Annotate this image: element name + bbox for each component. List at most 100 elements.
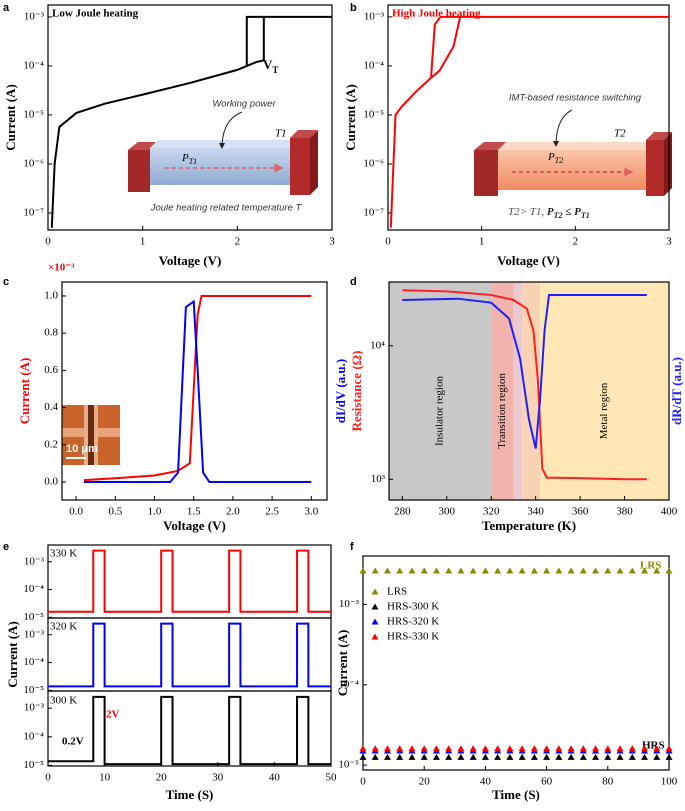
data-point — [506, 745, 514, 752]
data-point — [396, 567, 404, 574]
x-tick-label: 0 — [360, 776, 366, 788]
symbol: P — [574, 206, 581, 218]
data-line — [402, 293, 647, 449]
panel-label: d — [350, 276, 357, 288]
data-point — [604, 745, 612, 752]
data-point — [555, 745, 563, 752]
x-tick-label: 40 — [480, 776, 492, 788]
data-point — [592, 567, 600, 574]
data-point — [445, 567, 453, 574]
data-line — [50, 15, 332, 228]
legend-marker — [371, 618, 379, 625]
y-tick-label: 0.4 — [44, 401, 58, 413]
data-point — [481, 753, 489, 760]
data-line — [245, 15, 264, 65]
y-tick-label: 0.8 — [44, 327, 58, 339]
y-tick-label: 1.0 — [44, 289, 58, 301]
x-tick-label: 0.0 — [69, 506, 83, 518]
x-tick-label: 1 — [140, 236, 146, 248]
data-point — [494, 567, 502, 574]
plot-frame — [47, 617, 332, 692]
panel-label: e — [3, 541, 9, 553]
y2-axis-label: dI/dV (a.u.) — [333, 359, 348, 423]
x-tick-label: 380 — [616, 506, 633, 518]
y-tick-label: 10⁻³ — [24, 702, 45, 714]
data-point — [383, 567, 391, 574]
x-axis-label: Voltage (V) — [497, 253, 560, 268]
legend-label: HRS-330 K — [387, 631, 439, 643]
data-point — [396, 745, 404, 752]
region — [491, 282, 514, 500]
x-axis-label: Voltage (V) — [163, 518, 226, 533]
data-point — [665, 745, 673, 752]
inset-footer: Joule heating related temperature T — [150, 203, 303, 214]
data-point — [383, 745, 391, 752]
data-point — [543, 567, 551, 574]
data-point — [506, 753, 514, 760]
y-tick-label: 10⁻⁵ — [23, 684, 44, 696]
region-label: Insulator region — [434, 376, 446, 446]
y-tick-label: 10⁻⁵ — [338, 759, 359, 771]
data-point — [457, 745, 465, 752]
data-point — [518, 753, 526, 760]
data-point — [420, 745, 428, 752]
data-point — [359, 567, 367, 574]
data-point — [420, 567, 428, 574]
x-axis-label: Time (S) — [492, 787, 540, 802]
data-point — [494, 745, 502, 752]
y-tick-label: 10⁻⁶ — [23, 158, 44, 170]
plot-frame — [47, 544, 332, 619]
y-axis-label: Current (A) — [5, 621, 20, 688]
x-tick-label: 0.5 — [108, 506, 122, 518]
x-tick-label: 300 — [439, 506, 456, 518]
data-point — [408, 745, 416, 752]
x-tick-label: 3.0 — [304, 506, 318, 518]
data-point — [641, 753, 649, 760]
y-tick-label: 10⁴ — [370, 339, 385, 351]
x-tick-label: 320 — [483, 506, 500, 518]
threshold-label: VT — [263, 57, 278, 75]
insets — [62, 109, 672, 465]
inset-caption: Working power — [212, 99, 276, 110]
y-tick-label: 10⁻⁴ — [23, 583, 44, 595]
y-tick-label: 10⁻³ — [24, 555, 45, 567]
region-label: Metal region — [598, 382, 610, 439]
region — [540, 282, 669, 500]
data-point — [592, 745, 600, 752]
subscript: T — [272, 65, 278, 75]
x-tick-label: 50 — [326, 772, 338, 784]
data-point — [481, 745, 489, 752]
x-tick-label: 80 — [602, 776, 614, 788]
data-point — [371, 753, 379, 760]
x-axis-label: Temperature (K) — [482, 518, 576, 533]
y-tick-label: 10⁻⁴ — [23, 730, 44, 742]
data-line — [83, 299, 312, 483]
micrograph-inset — [62, 405, 120, 465]
axis-multiplier: ×10⁻³ — [48, 262, 75, 274]
y-tick-label: 10⁻⁴ — [23, 59, 44, 71]
data-point — [457, 567, 465, 574]
symbol: P — [547, 206, 554, 218]
y-tick-label: 0.2 — [44, 438, 58, 450]
power-label: PT1 — [181, 152, 197, 167]
y-tick-label: 10³ — [371, 473, 386, 485]
y-tick-label: 10⁻⁶ — [363, 158, 384, 170]
y-tick-label: 0.0 — [44, 475, 58, 487]
legend-marker — [371, 588, 379, 595]
data-line — [48, 549, 331, 613]
symbol: V — [263, 57, 273, 72]
subscript: T2 — [554, 211, 563, 220]
x-tick-label: 2.5 — [265, 506, 279, 518]
y-tick-label: 10⁻⁷ — [363, 207, 384, 219]
data-point — [518, 567, 526, 574]
x-tick-label: 1.0 — [148, 506, 162, 518]
symbol: P — [181, 152, 189, 164]
data-point — [641, 745, 649, 752]
data-point — [653, 567, 661, 574]
x-tick-label: 340 — [527, 506, 544, 518]
data-line — [402, 289, 647, 481]
x-tick-label: 360 — [572, 506, 589, 518]
plot-frame — [362, 555, 670, 771]
y-tick-label: 10⁻⁴ — [363, 59, 384, 71]
data-point — [653, 753, 661, 760]
